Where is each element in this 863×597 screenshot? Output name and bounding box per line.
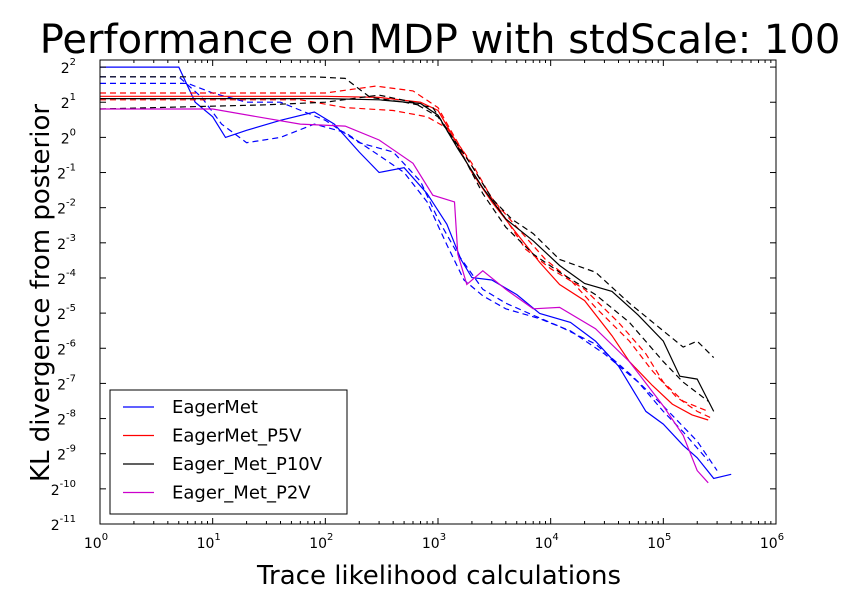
- chart-title: Performance on MDP with stdScale: 100: [40, 17, 841, 63]
- series-line-9: [100, 108, 709, 484]
- series-layer: [99, 66, 732, 484]
- y-tick-label: 20: [61, 127, 76, 147]
- x-tick-label: 104: [535, 532, 559, 552]
- y-tick-label: 2-3: [57, 233, 76, 253]
- y-tick-label: 2-5: [57, 303, 76, 323]
- legend-label: EagerMet: [172, 397, 258, 418]
- x-tick-label: 106: [760, 532, 784, 552]
- y-tick-label: 2-2: [57, 198, 76, 218]
- y-tick-label: 2-11: [51, 514, 76, 534]
- y-tick-label: 2-4: [57, 268, 76, 288]
- series-line-6: [100, 97, 715, 412]
- legend-label: Eager_Met_P10V: [172, 454, 323, 475]
- series-line-8: [99, 94, 709, 402]
- series-line-2: [100, 82, 718, 471]
- x-tick-label: 101: [197, 532, 221, 552]
- x-tick-label: 102: [309, 532, 333, 552]
- series-line-4: [100, 85, 709, 412]
- x-tick-label: 100: [84, 532, 108, 552]
- axis-ticks: 100 101 102 103 104 105 1062-112-102-92-82-72-…: [51, 57, 784, 552]
- x-tick-label: 103: [422, 532, 446, 552]
- y-tick-label: 2-6: [57, 338, 76, 358]
- series-line-0: [100, 66, 732, 480]
- x-tick-label: 105: [647, 532, 671, 552]
- legend-box: [109, 389, 348, 515]
- series-line-1: [100, 76, 709, 462]
- series-line-7: [100, 76, 715, 359]
- y-tick-label: 2-1: [57, 163, 76, 183]
- series-line-5: [100, 99, 711, 418]
- y-tick-label: 21: [61, 92, 76, 112]
- legend-label: EagerMet_P5V: [172, 426, 302, 447]
- x-axis-label: Trace likelihood calculations: [256, 561, 621, 591]
- series-line-3: [100, 95, 709, 421]
- y-tick-label: 2-7: [57, 373, 76, 393]
- y-tick-label: 2-8: [57, 409, 76, 429]
- y-tick-label: 2-9: [57, 444, 76, 464]
- legend-label: Eager_Met_P2V: [172, 483, 311, 504]
- y-axis-label: KL divergence from posterior: [26, 104, 56, 482]
- legend: EagerMet EagerMet_P5V Eager_Met_P10V Eager_…: [109, 389, 348, 515]
